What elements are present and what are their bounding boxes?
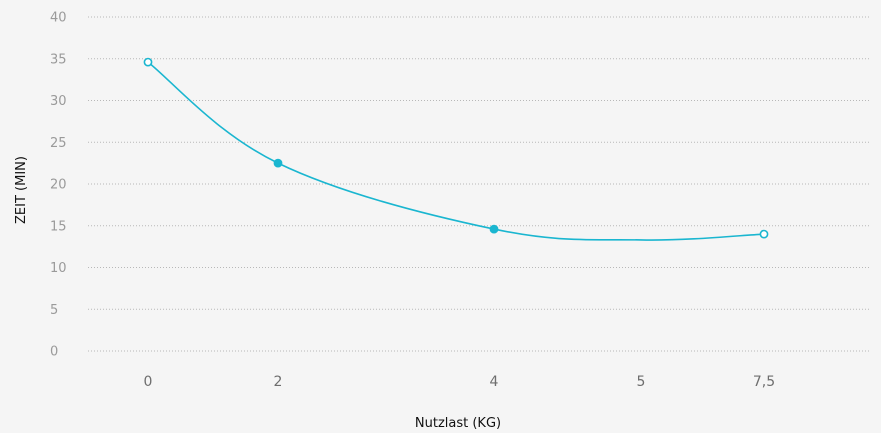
data-point (489, 224, 499, 234)
x-tick-label: 4 (490, 374, 499, 390)
y-tick-label: 5 (50, 303, 58, 318)
data-point (273, 158, 283, 168)
grid-lines (88, 16, 870, 352)
data-point (759, 229, 769, 239)
x-tick-label: 5 (637, 374, 646, 390)
y-tick-label: 20 (50, 178, 67, 193)
x-axis-ticks: 0 2 4 5 7,5 (144, 374, 776, 390)
y-tick-label: 0 (50, 345, 58, 360)
data-points (143, 57, 769, 239)
x-tick-label: 0 (144, 374, 153, 390)
y-tick-label: 15 (50, 219, 67, 234)
y-tick-label: 35 (50, 52, 67, 67)
y-tick-label: 25 (50, 136, 67, 151)
y-tick-label: 30 (50, 94, 67, 109)
x-axis-title: Nutzlast (KG) (415, 416, 501, 431)
y-axis-ticks: 0 5 10 15 20 25 30 35 40 (50, 11, 67, 360)
y-tick-label: 40 (50, 11, 67, 26)
x-tick-label: 7,5 (753, 374, 775, 390)
y-tick-label: 10 (50, 261, 67, 276)
series-line (147, 61, 765, 241)
data-point (143, 57, 153, 67)
x-tick-label: 2 (274, 374, 283, 390)
y-axis-title: ZEIT (MIN) (14, 156, 29, 224)
